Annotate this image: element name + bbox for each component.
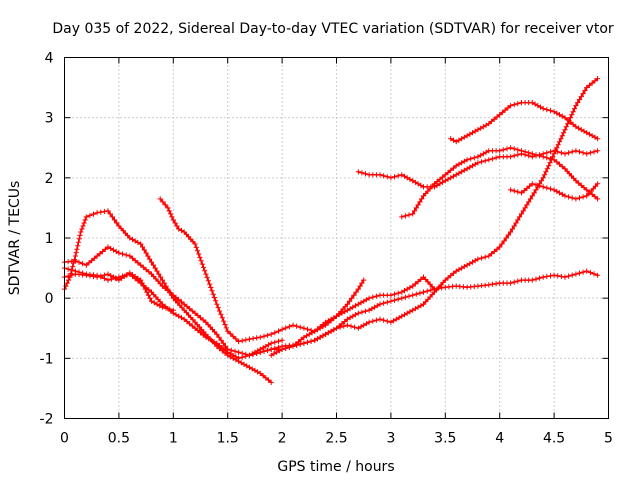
- series-s7: [268, 274, 437, 358]
- series-s6: [246, 76, 601, 358]
- series-markers: [399, 145, 601, 220]
- x-tick-label: 1: [169, 431, 178, 447]
- series-s2: [61, 244, 285, 358]
- series-s10: [448, 100, 601, 145]
- y-tick-label: 3: [45, 111, 54, 127]
- y-tick-label: -1: [40, 351, 54, 367]
- series-s8: [355, 148, 601, 190]
- series-line: [248, 77, 599, 357]
- series-markers: [268, 274, 437, 358]
- x-axis-label: GPS time / hours: [277, 459, 394, 475]
- x-tick-label: 4.5: [543, 431, 565, 447]
- series-s11: [508, 181, 601, 202]
- series-line: [63, 210, 272, 384]
- y-tick-label: 2: [45, 171, 54, 187]
- y-tick-label: 1: [45, 231, 54, 247]
- x-tick-label: 3: [386, 431, 395, 447]
- x-tick-label: 2: [278, 431, 287, 447]
- x-tick-label: 0.5: [108, 431, 130, 447]
- series-markers: [508, 181, 601, 202]
- x-tick-label: 3.5: [434, 431, 456, 447]
- y-axis-label: SDTVAR / TECUs: [7, 181, 23, 296]
- axis-ticks: 0 0.5 1 1.5 2 2.5 3 3.5 4 4.5 5 -2 -1 0 1 2 3 4: [40, 51, 613, 447]
- x-tick-label: 5: [604, 431, 613, 447]
- grid: [64, 57, 609, 419]
- x-tick-label: 0: [60, 431, 69, 447]
- y-tick-label: 0: [45, 291, 54, 307]
- series-markers: [61, 244, 285, 358]
- series-markers: [448, 100, 601, 145]
- series-group: [61, 76, 601, 385]
- y-tick-label: -2: [40, 412, 54, 428]
- y-tick-label: 4: [45, 51, 54, 67]
- series-s9: [399, 145, 601, 220]
- chart-title: Day 035 of 2022, Sidereal Day-to-day VTE…: [52, 21, 614, 37]
- x-tick-label: 4: [495, 431, 504, 447]
- x-tick-label: 2.5: [325, 431, 347, 447]
- x-tick-label: 1.5: [217, 431, 239, 447]
- series-markers: [246, 76, 601, 358]
